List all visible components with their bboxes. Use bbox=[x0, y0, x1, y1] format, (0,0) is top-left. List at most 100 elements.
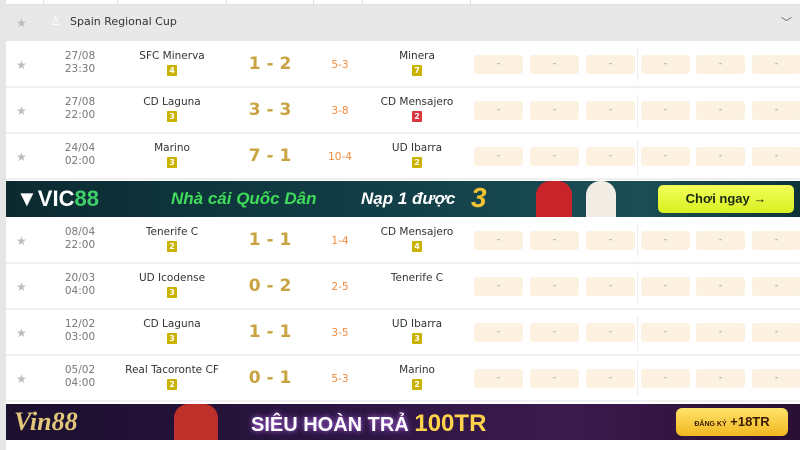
odds-cell[interactable]: - bbox=[474, 231, 523, 250]
match-score[interactable]: 0 - 1 bbox=[248, 368, 292, 388]
ad-banner-vin88[interactable]: Vin88 SIÊU HOÀN TRẢ 100TR ĐĂNG KÝ +18TR bbox=[6, 404, 800, 440]
divider bbox=[637, 316, 638, 350]
star-icon[interactable]: ★ bbox=[16, 372, 27, 386]
away-team[interactable]: CD Mensajero 4 bbox=[380, 226, 454, 252]
odds-cell[interactable]: - bbox=[474, 101, 523, 120]
odds-cell[interactable]: - bbox=[696, 323, 745, 342]
odds-cell[interactable]: - bbox=[641, 277, 690, 296]
odds-cell[interactable]: - bbox=[586, 231, 635, 250]
corner-score: 2-5 bbox=[331, 281, 349, 293]
left-gutter bbox=[0, 0, 6, 450]
away-team[interactable]: Minera 7 bbox=[399, 50, 435, 76]
match-row[interactable]: ★ 20/03 04:00 UD Icodense 3 0 - 2 2-5 Tene… bbox=[6, 264, 800, 310]
away-team[interactable]: Marino 2 bbox=[399, 364, 435, 390]
divider bbox=[637, 362, 638, 396]
away-team[interactable]: UD Ibarra 2 bbox=[391, 142, 443, 168]
match-datetime: 08/04 22:00 bbox=[64, 226, 96, 251]
odds-cell[interactable]: - bbox=[641, 231, 690, 250]
previous-row-edge bbox=[6, 0, 800, 5]
odds-cell[interactable]: - bbox=[530, 369, 579, 388]
match-score[interactable]: 0 - 2 bbox=[248, 276, 292, 296]
odds-cell[interactable]: - bbox=[530, 101, 579, 120]
home-team[interactable]: Marino 3 bbox=[154, 142, 190, 168]
odds-cell[interactable]: - bbox=[474, 147, 523, 166]
odds-cell[interactable]: - bbox=[586, 55, 635, 74]
odds-cell[interactable]: - bbox=[530, 231, 579, 250]
odds-cell[interactable]: - bbox=[696, 101, 745, 120]
match-datetime: 12/02 03:00 bbox=[64, 318, 96, 343]
odds-cell[interactable]: - bbox=[696, 55, 745, 74]
odds-cell[interactable]: - bbox=[641, 101, 690, 120]
match-row[interactable]: ★ 12/02 03:00 CD Laguna 3 1 - 1 3-5 UD Iba… bbox=[6, 310, 800, 356]
corner-score: 5-3 bbox=[331, 373, 349, 385]
rank-badge: 2 bbox=[167, 241, 177, 252]
odds-cell[interactable]: - bbox=[530, 147, 579, 166]
odds-cell[interactable]: - bbox=[641, 55, 690, 74]
odds-cell[interactable]: - bbox=[752, 101, 800, 120]
odds-cell[interactable]: - bbox=[641, 323, 690, 342]
odds-cell[interactable]: - bbox=[696, 277, 745, 296]
away-team[interactable]: UD Ibarra 3 bbox=[391, 318, 443, 344]
odds-cell[interactable]: - bbox=[696, 231, 745, 250]
corner-score: 3-5 bbox=[331, 327, 349, 339]
odds-cell[interactable]: - bbox=[752, 323, 800, 342]
odds-cell[interactable]: - bbox=[586, 369, 635, 388]
odds-cell[interactable]: - bbox=[530, 277, 579, 296]
star-icon[interactable]: ★ bbox=[16, 150, 27, 164]
odds-cell[interactable]: - bbox=[752, 147, 800, 166]
away-team[interactable]: Tenerife C bbox=[390, 272, 444, 284]
star-icon[interactable]: ★ bbox=[16, 58, 27, 72]
match-score[interactable]: 1 - 2 bbox=[248, 54, 292, 74]
odds-cell[interactable]: - bbox=[641, 147, 690, 166]
star-icon[interactable]: ★ bbox=[16, 104, 27, 118]
corner-score: 10-4 bbox=[328, 151, 352, 163]
league-name: Spain Regional Cup bbox=[70, 15, 177, 28]
odds-cell[interactable]: - bbox=[474, 323, 523, 342]
home-team[interactable]: UD Icodense 3 bbox=[138, 272, 206, 298]
odds-cell[interactable]: - bbox=[696, 369, 745, 388]
odds-cell[interactable]: - bbox=[530, 55, 579, 74]
odds-cell[interactable]: - bbox=[586, 323, 635, 342]
star-icon[interactable]: ★ bbox=[16, 326, 27, 340]
home-team[interactable]: CD Laguna 3 bbox=[143, 96, 201, 122]
odds-cell[interactable]: - bbox=[752, 55, 800, 74]
odds-cell[interactable]: - bbox=[586, 101, 635, 120]
odds-cell[interactable]: - bbox=[474, 277, 523, 296]
play-now-button[interactable]: Chơi ngay → bbox=[658, 185, 794, 213]
home-team[interactable]: SFC Minerva 4 bbox=[139, 50, 205, 76]
home-team[interactable]: CD Laguna 3 bbox=[143, 318, 201, 344]
odds-cell[interactable]: - bbox=[641, 369, 690, 388]
banner-tagline: Nhà cái Quốc Dân bbox=[171, 189, 317, 208]
match-score[interactable]: 3 - 3 bbox=[248, 100, 292, 120]
match-row[interactable]: ★ 24/04 02:00 Marino 3 7 - 1 10-4 UD Ibarr… bbox=[6, 134, 800, 180]
vic88-logo: ▼VIC88 bbox=[16, 186, 99, 211]
odds-cell[interactable]: - bbox=[696, 147, 745, 166]
match-row[interactable]: ★ 05/02 04:00 Real Tacoronte CF 2 0 - 1 5-… bbox=[6, 356, 800, 402]
rank-badge: 4 bbox=[167, 65, 177, 76]
star-icon[interactable]: ★ bbox=[16, 280, 27, 294]
league-header[interactable]: ★ ♙ Spain Regional Cup ﹀ bbox=[6, 5, 800, 41]
match-score[interactable]: 1 - 1 bbox=[248, 322, 292, 342]
star-icon[interactable]: ★ bbox=[16, 16, 27, 30]
odds-cell[interactable]: - bbox=[752, 369, 800, 388]
chevron-down-icon[interactable]: ﹀ bbox=[781, 16, 792, 29]
odds-cell[interactable]: - bbox=[586, 147, 635, 166]
odds-cell[interactable]: - bbox=[586, 277, 635, 296]
odds-cell[interactable]: - bbox=[474, 369, 523, 388]
match-row[interactable]: ★ 27/08 22:00 CD Laguna 3 3 - 3 3-8 CD Men… bbox=[6, 88, 800, 134]
ad-banner-vic88[interactable]: ▼VIC88 Nhà cái Quốc Dân Nạp 1 được 3 Chơ… bbox=[6, 181, 800, 217]
odds-cell[interactable]: - bbox=[752, 277, 800, 296]
away-team[interactable]: CD Mensajero 2 bbox=[380, 96, 454, 122]
match-score[interactable]: 7 - 1 bbox=[248, 146, 292, 166]
register-button[interactable]: ĐĂNG KÝ +18TR bbox=[676, 408, 788, 436]
home-team[interactable]: Real Tacoronte CF 2 bbox=[125, 364, 219, 390]
trophy-icon: ♙ bbox=[50, 14, 61, 28]
odds-cell[interactable]: - bbox=[752, 231, 800, 250]
odds-cell[interactable]: - bbox=[530, 323, 579, 342]
match-row[interactable]: ★ 27/08 23:30 SFC Minerva 4 1 - 2 5-3 Mine… bbox=[6, 42, 800, 88]
match-score[interactable]: 1 - 1 bbox=[248, 230, 292, 250]
odds-cell[interactable]: - bbox=[474, 55, 523, 74]
star-icon[interactable]: ★ bbox=[16, 234, 27, 248]
